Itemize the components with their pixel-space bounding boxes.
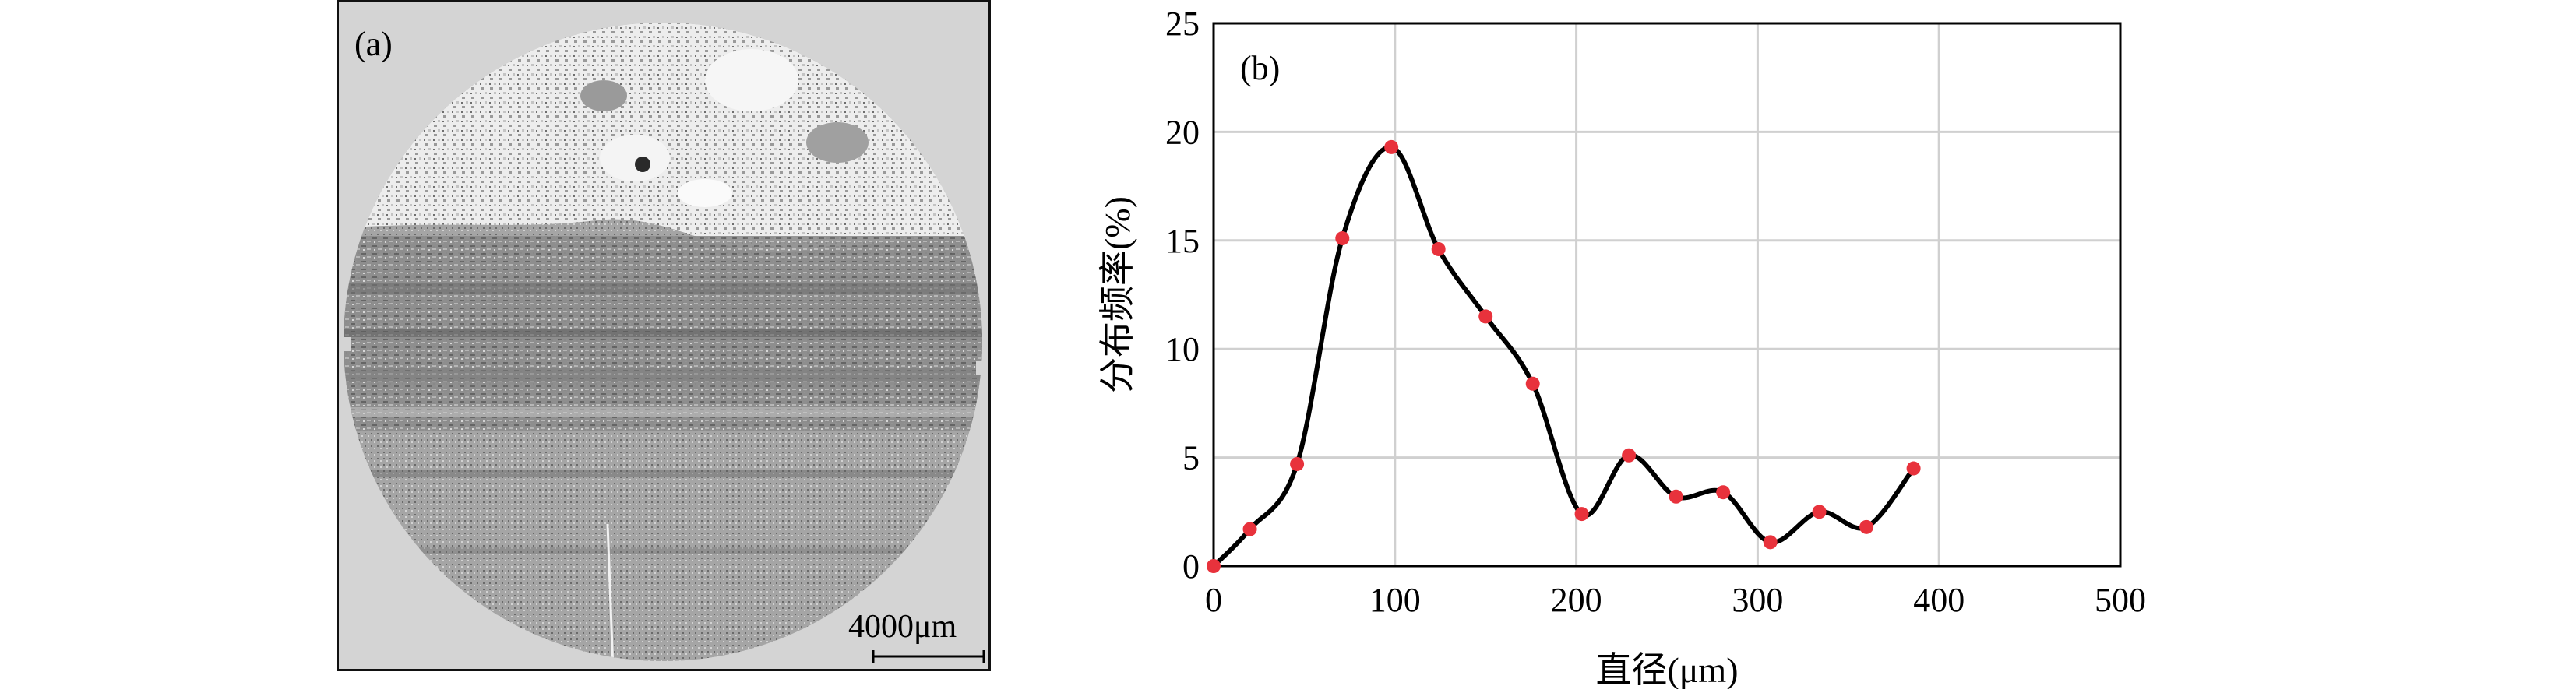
x-tick-label: 200 bbox=[1551, 581, 1602, 619]
data-point bbox=[1335, 231, 1350, 246]
data-point bbox=[1207, 559, 1221, 573]
data-point bbox=[1622, 448, 1637, 463]
panel-a-tag: (a) bbox=[354, 25, 393, 63]
distribution-chart: 0 5 10 15 20 25 0 100 200 300 400 500 (b) 直径(μm) 分… bbox=[1098, 5, 2146, 690]
data-point bbox=[1242, 522, 1257, 536]
distribution-chart-panel: 0 5 10 15 20 25 0 100 200 300 400 500 (b) 直径(μm) 分… bbox=[1075, 0, 2290, 690]
plot-frame bbox=[1212, 22, 2122, 568]
x-tick-label: 100 bbox=[1369, 581, 1421, 619]
y-tick-label: 0 bbox=[1182, 547, 1200, 586]
data-point bbox=[1525, 376, 1540, 391]
data-point bbox=[1574, 507, 1589, 522]
data-point bbox=[1669, 489, 1683, 504]
y-tick-label: 15 bbox=[1165, 222, 1200, 260]
y-axis-ticks: 0 5 10 15 20 25 bbox=[1165, 5, 1200, 586]
y-tick-label: 5 bbox=[1182, 439, 1200, 477]
y-tick-label: 25 bbox=[1165, 5, 1200, 43]
data-point bbox=[1384, 139, 1399, 154]
scale-bar-label: 4000μm bbox=[848, 609, 957, 645]
data-point bbox=[1906, 461, 1921, 476]
micrograph-panel: (a) 4000μm bbox=[337, 0, 991, 671]
data-point bbox=[1290, 456, 1305, 471]
y-axis-label: 分布频率(%) bbox=[1098, 196, 1137, 393]
chart-grid bbox=[1214, 23, 2120, 566]
core-section-image bbox=[339, 23, 988, 663]
x-tick-label: 400 bbox=[1913, 581, 1965, 619]
y-tick-label: 20 bbox=[1165, 113, 1200, 151]
series-line bbox=[1211, 144, 1915, 568]
x-tick-label: 0 bbox=[1205, 581, 1222, 619]
x-axis-ticks: 0 100 200 300 400 500 bbox=[1205, 581, 2146, 619]
data-point bbox=[1478, 309, 1493, 324]
y-tick-label: 10 bbox=[1165, 330, 1200, 368]
x-axis-label: 直径(μm) bbox=[1595, 650, 1738, 689]
data-point bbox=[1716, 485, 1731, 500]
data-point bbox=[1431, 241, 1446, 256]
x-tick-label: 500 bbox=[2095, 581, 2146, 619]
data-point bbox=[1812, 505, 1827, 519]
series-markers bbox=[1207, 139, 1921, 573]
data-point bbox=[1859, 519, 1874, 534]
panel-b-tag: (b) bbox=[1240, 49, 1280, 87]
data-point bbox=[1763, 535, 1778, 550]
x-tick-label: 300 bbox=[1732, 581, 1783, 619]
